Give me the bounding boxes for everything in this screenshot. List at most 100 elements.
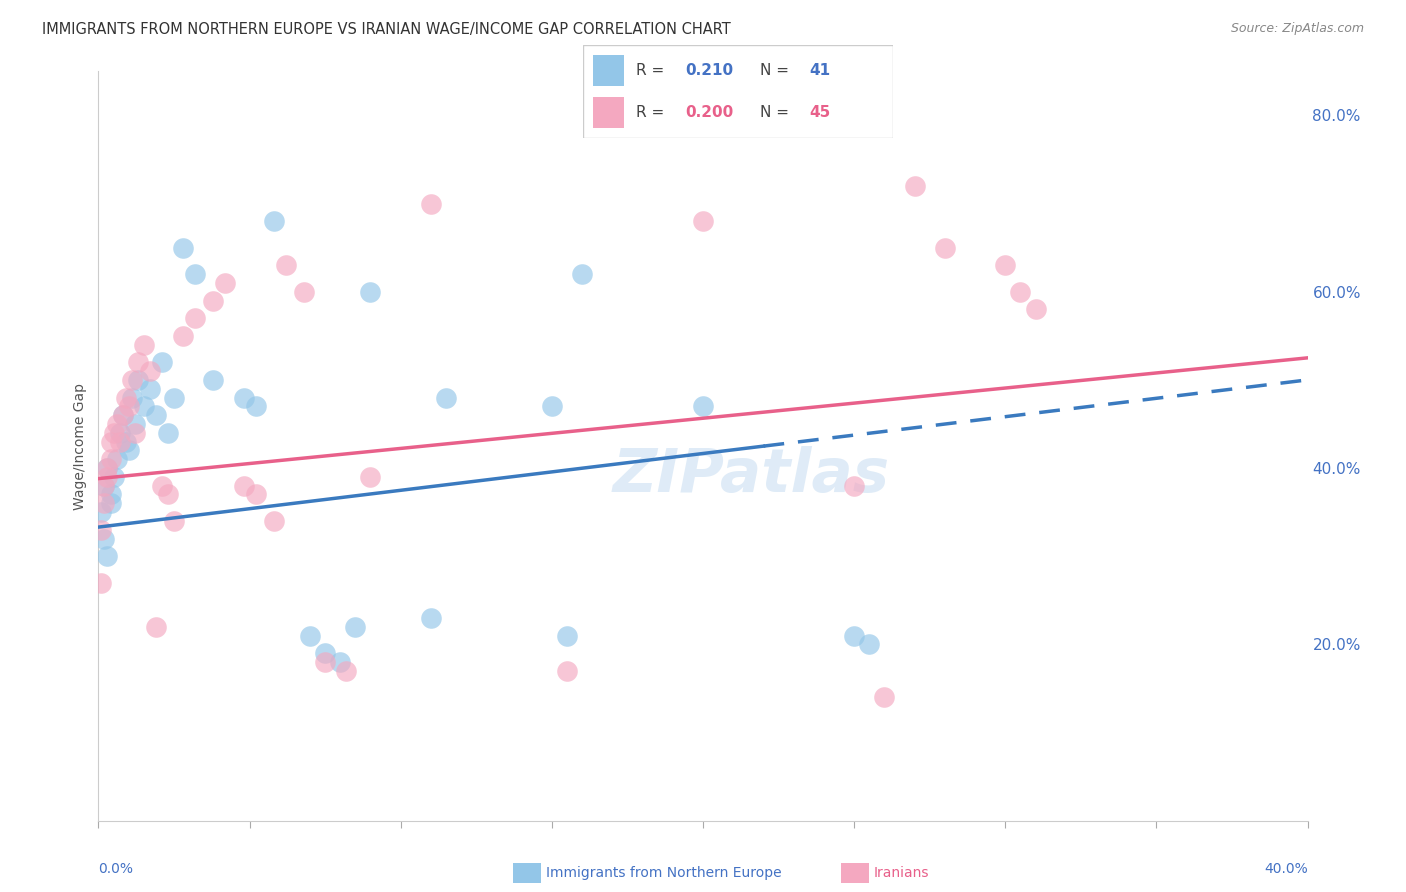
Point bbox=[314, 655, 336, 669]
Point bbox=[329, 655, 352, 669]
Point bbox=[1024, 302, 1046, 317]
Point bbox=[90, 523, 112, 537]
Point bbox=[145, 620, 167, 634]
Point bbox=[111, 408, 134, 422]
Text: 40.0%: 40.0% bbox=[1264, 862, 1308, 876]
Point bbox=[100, 496, 122, 510]
Text: Iranians: Iranians bbox=[873, 866, 928, 880]
Text: ZIPatlas: ZIPatlas bbox=[613, 447, 890, 506]
Point bbox=[292, 285, 315, 299]
Point bbox=[121, 373, 143, 387]
Text: 41: 41 bbox=[810, 62, 831, 78]
Point bbox=[103, 470, 125, 484]
Point bbox=[274, 258, 297, 272]
Point bbox=[90, 505, 112, 519]
Point bbox=[132, 400, 155, 414]
Point bbox=[90, 575, 112, 590]
Point bbox=[100, 434, 122, 449]
Text: Source: ZipAtlas.com: Source: ZipAtlas.com bbox=[1230, 22, 1364, 36]
Point bbox=[124, 417, 146, 431]
Point bbox=[245, 487, 267, 501]
Point bbox=[299, 628, 322, 642]
Point bbox=[96, 461, 118, 475]
Point bbox=[994, 258, 1017, 272]
Text: Immigrants from Northern Europe: Immigrants from Northern Europe bbox=[546, 866, 782, 880]
Point bbox=[139, 382, 162, 396]
Point bbox=[121, 391, 143, 405]
Point bbox=[93, 496, 115, 510]
Point bbox=[118, 400, 141, 414]
Point bbox=[1010, 285, 1032, 299]
Point bbox=[232, 391, 254, 405]
Point bbox=[844, 478, 866, 492]
Point bbox=[96, 549, 118, 564]
Point bbox=[202, 373, 225, 387]
Point bbox=[420, 196, 443, 211]
Text: IMMIGRANTS FROM NORTHERN EUROPE VS IRANIAN WAGE/INCOME GAP CORRELATION CHART: IMMIGRANTS FROM NORTHERN EUROPE VS IRANI… bbox=[42, 22, 731, 37]
Text: R =: R = bbox=[636, 62, 669, 78]
Point bbox=[96, 461, 118, 475]
Point bbox=[108, 434, 131, 449]
Point bbox=[100, 452, 122, 467]
Point bbox=[434, 391, 457, 405]
Point bbox=[114, 391, 136, 405]
Point bbox=[163, 391, 186, 405]
Point bbox=[124, 425, 146, 440]
Text: 0.200: 0.200 bbox=[686, 105, 734, 120]
Point bbox=[111, 408, 134, 422]
Point bbox=[184, 311, 207, 326]
Point bbox=[93, 478, 115, 492]
Point bbox=[184, 267, 207, 281]
Point bbox=[934, 241, 956, 255]
Point bbox=[127, 373, 149, 387]
Point bbox=[150, 355, 173, 369]
Text: N =: N = bbox=[759, 105, 793, 120]
Point bbox=[540, 400, 562, 414]
Bar bbox=[593, 97, 624, 128]
Point bbox=[692, 400, 714, 414]
Point bbox=[858, 637, 880, 651]
Point bbox=[108, 425, 131, 440]
Point bbox=[163, 514, 186, 528]
Point bbox=[314, 646, 336, 660]
Point bbox=[172, 241, 194, 255]
Point bbox=[263, 514, 285, 528]
Point bbox=[420, 611, 443, 625]
Point bbox=[263, 214, 285, 228]
Point bbox=[844, 628, 866, 642]
Bar bbox=[593, 55, 624, 86]
Text: R =: R = bbox=[636, 105, 669, 120]
Point bbox=[132, 337, 155, 351]
Point bbox=[156, 425, 179, 440]
Point bbox=[172, 328, 194, 343]
Point bbox=[103, 425, 125, 440]
Point bbox=[105, 452, 128, 467]
Point bbox=[118, 443, 141, 458]
Point bbox=[105, 417, 128, 431]
Point bbox=[214, 276, 236, 290]
Point bbox=[145, 408, 167, 422]
Point bbox=[127, 355, 149, 369]
Point bbox=[139, 364, 162, 378]
Point bbox=[555, 628, 578, 642]
Point bbox=[93, 532, 115, 546]
Text: 45: 45 bbox=[810, 105, 831, 120]
Point bbox=[904, 178, 927, 193]
Point bbox=[360, 285, 382, 299]
Text: 0.210: 0.210 bbox=[686, 62, 734, 78]
Point bbox=[96, 470, 118, 484]
Point bbox=[873, 690, 896, 705]
FancyBboxPatch shape bbox=[583, 45, 893, 138]
Point bbox=[156, 487, 179, 501]
Point bbox=[344, 620, 367, 634]
Point bbox=[360, 470, 382, 484]
Point bbox=[100, 487, 122, 501]
Point bbox=[114, 434, 136, 449]
Point bbox=[335, 664, 357, 678]
Point bbox=[692, 214, 714, 228]
Point bbox=[232, 478, 254, 492]
Point bbox=[150, 478, 173, 492]
Text: N =: N = bbox=[759, 62, 793, 78]
Y-axis label: Wage/Income Gap: Wage/Income Gap bbox=[73, 383, 87, 509]
Point bbox=[245, 400, 267, 414]
